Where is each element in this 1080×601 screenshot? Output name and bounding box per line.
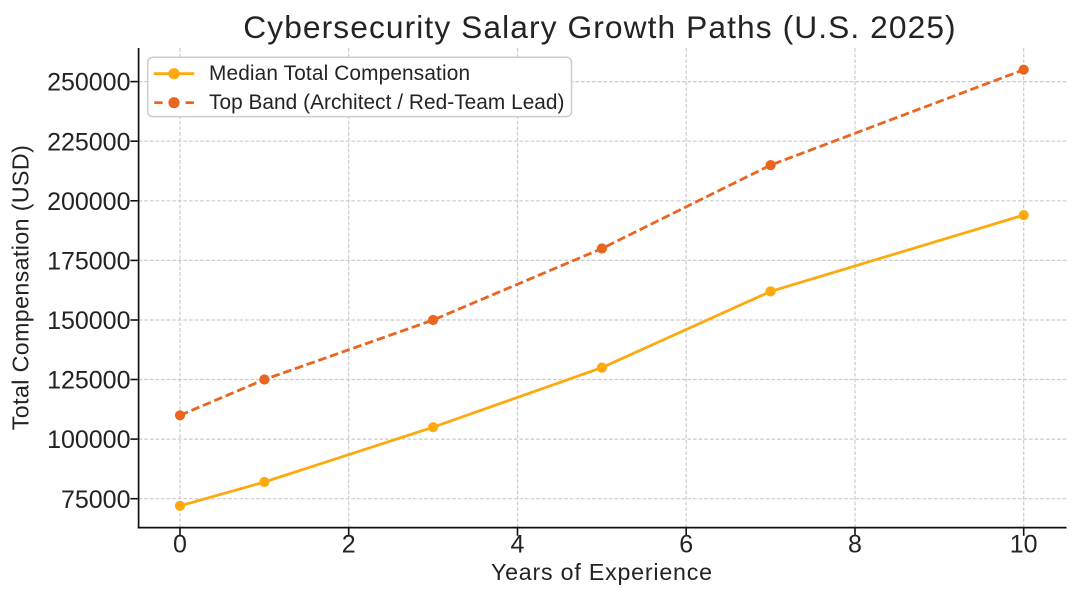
svg-text:250000: 250000 <box>47 69 130 97</box>
svg-text:Total Compensation (USD): Total Compensation (USD) <box>7 145 33 430</box>
svg-text:2: 2 <box>342 531 356 559</box>
svg-text:Median Total Compensation: Median Total Compensation <box>209 62 470 85</box>
svg-text:10: 10 <box>1010 531 1038 559</box>
svg-text:Top Band (Architect / Red-Team: Top Band (Architect / Red-Team Lead) <box>209 91 565 114</box>
svg-text:Years of Experience: Years of Experience <box>491 559 713 585</box>
svg-text:150000: 150000 <box>47 307 130 335</box>
svg-text:4: 4 <box>511 531 525 559</box>
svg-text:125000: 125000 <box>47 367 130 395</box>
svg-text:8: 8 <box>848 531 862 559</box>
svg-text:Cybersecurity Salary Growth Pa: Cybersecurity Salary Growth Paths (U.S. … <box>243 9 956 45</box>
svg-text:225000: 225000 <box>47 128 130 156</box>
svg-text:6: 6 <box>679 531 693 559</box>
svg-text:200000: 200000 <box>47 188 130 216</box>
svg-text:175000: 175000 <box>47 248 130 276</box>
svg-text:0: 0 <box>173 531 187 559</box>
svg-text:75000: 75000 <box>61 486 131 514</box>
svg-text:100000: 100000 <box>47 426 130 454</box>
